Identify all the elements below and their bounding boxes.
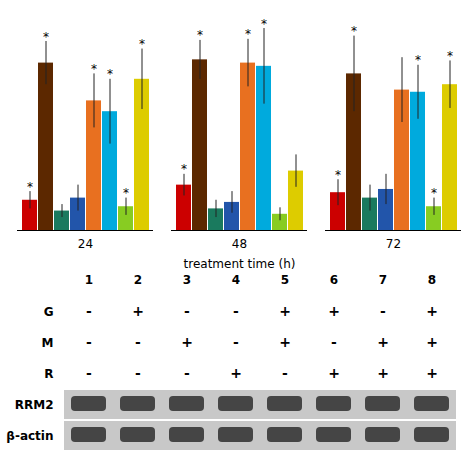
svg-text:M: M <box>42 336 54 350</box>
svg-text:1: 1 <box>85 273 93 287</box>
svg-text:+: + <box>377 334 389 350</box>
svg-text:-: - <box>233 334 239 350</box>
svg-text:7: 7 <box>379 273 387 287</box>
svg-text:4: 4 <box>232 273 240 287</box>
svg-text:*: * <box>245 27 251 41</box>
svg-text:6: 6 <box>330 273 338 287</box>
svg-text:-: - <box>86 365 92 381</box>
svg-text:+: + <box>426 365 438 381</box>
svg-text:+: + <box>328 365 340 381</box>
svg-text:+: + <box>132 303 144 319</box>
svg-text:+: + <box>181 334 193 350</box>
svg-text:*: * <box>123 186 129 200</box>
svg-text:-: - <box>86 334 92 350</box>
svg-text:*: * <box>107 67 113 81</box>
svg-text:-: - <box>184 303 190 319</box>
svg-text:-: - <box>184 365 190 381</box>
svg-text:+: + <box>426 303 438 319</box>
svg-text:+: + <box>230 365 242 381</box>
svg-text:*: * <box>447 49 453 63</box>
svg-text:*: * <box>91 62 97 76</box>
svg-text:+: + <box>426 334 438 350</box>
svg-text:48: 48 <box>232 237 247 251</box>
svg-text:+: + <box>279 334 291 350</box>
svg-text:*: * <box>27 180 33 194</box>
svg-text:*: * <box>261 17 267 31</box>
svg-text:+: + <box>279 303 291 319</box>
svg-text:2: 2 <box>134 273 142 287</box>
svg-text:8: 8 <box>428 273 436 287</box>
svg-text:*: * <box>335 168 341 182</box>
svg-text:*: * <box>197 28 203 42</box>
svg-text:-: - <box>86 303 92 319</box>
svg-text:-: - <box>233 303 239 319</box>
svg-text:-: - <box>331 334 337 350</box>
svg-text:-: - <box>135 334 141 350</box>
svg-text:*: * <box>351 24 357 38</box>
svg-text:β-actin: β-actin <box>6 429 53 443</box>
svg-text:RRM2: RRM2 <box>15 398 54 412</box>
svg-text:3: 3 <box>183 273 191 287</box>
svg-text:+: + <box>328 303 340 319</box>
svg-text:-: - <box>135 365 141 381</box>
svg-text:-: - <box>282 365 288 381</box>
svg-text:+: + <box>377 365 389 381</box>
svg-text:*: * <box>415 53 421 67</box>
svg-text:G: G <box>44 305 54 319</box>
svg-text:*: * <box>139 37 145 51</box>
svg-text:72: 72 <box>386 237 401 251</box>
svg-text:treatment time (h): treatment time (h) <box>184 257 296 271</box>
svg-text:*: * <box>181 162 187 176</box>
svg-text:5: 5 <box>281 273 289 287</box>
svg-text:24: 24 <box>78 237 93 251</box>
svg-text:-: - <box>380 303 386 319</box>
svg-text:*: * <box>43 30 49 44</box>
svg-text:R: R <box>44 367 53 381</box>
svg-text:*: * <box>431 186 437 200</box>
